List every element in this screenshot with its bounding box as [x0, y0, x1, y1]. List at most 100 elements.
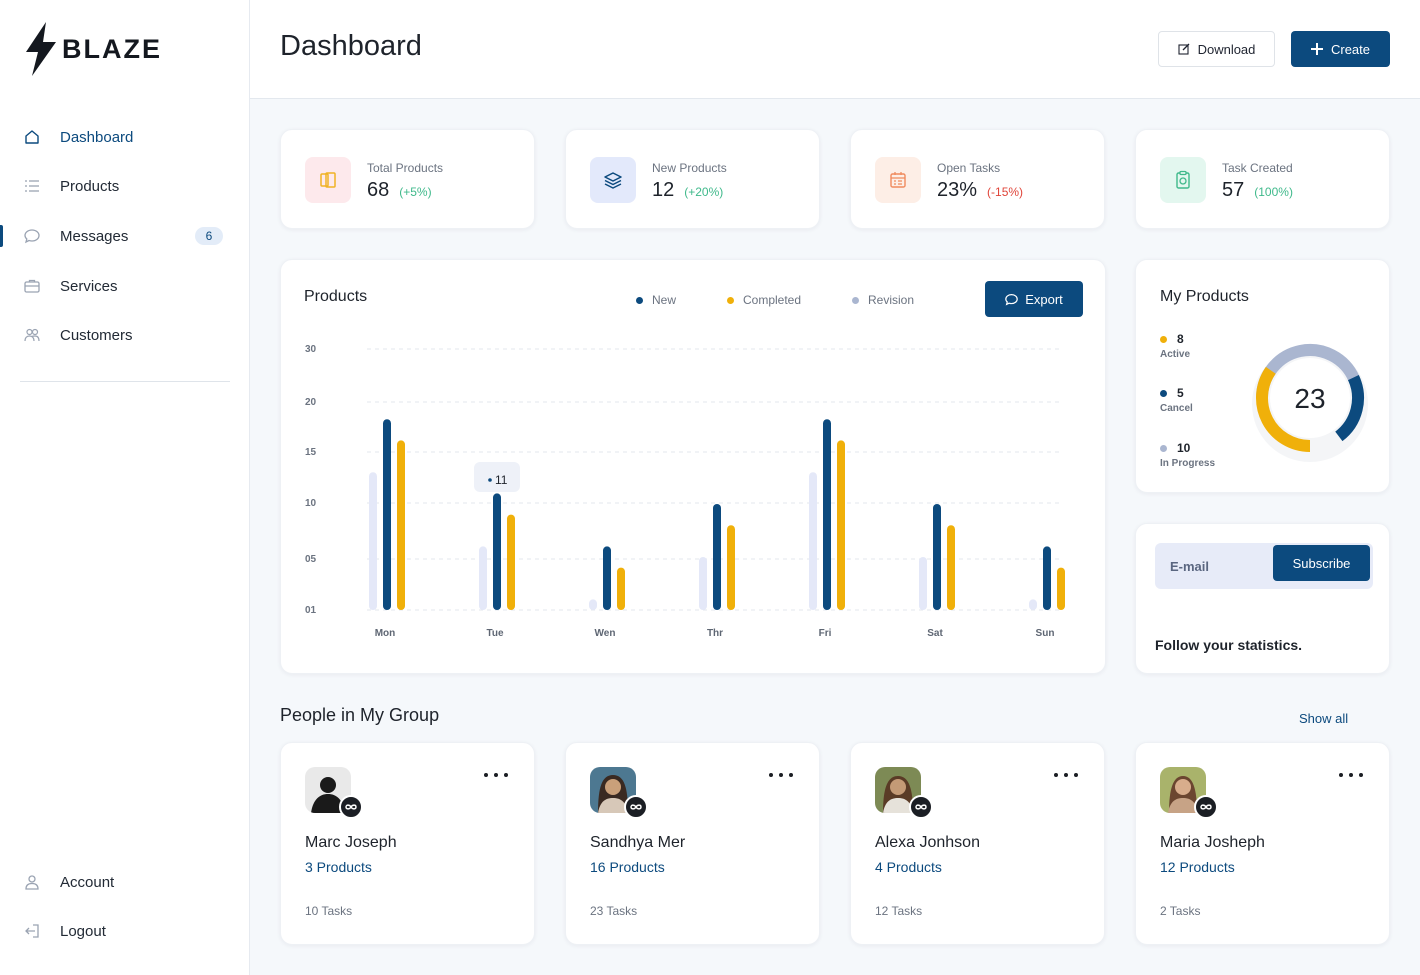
stat-number: 68 — [367, 179, 390, 201]
chat-icon — [1005, 293, 1019, 306]
stat-change: (+5%) — [399, 185, 432, 199]
more-options-icon[interactable] — [1339, 767, 1363, 783]
stat-value: 12 (+20%) — [652, 179, 723, 202]
bar-new — [493, 493, 501, 610]
subscribe-card: Subscribe Follow your statistics. — [1135, 523, 1390, 674]
person-products-link[interactable]: 12 Products — [1160, 859, 1235, 875]
y-tick-label: 15 — [305, 447, 317, 458]
create-button[interactable]: Create — [1291, 31, 1390, 67]
item-value: 8 — [1177, 332, 1184, 346]
x-tick-label: Fri — [819, 628, 832, 639]
brand-name: BLAZE — [62, 33, 162, 64]
bar-completed — [1057, 567, 1065, 610]
avatar[interactable] — [305, 767, 351, 813]
sidebar-item-products[interactable]: Products — [0, 166, 249, 206]
bar-revision — [1029, 599, 1037, 610]
subscribe-text: Follow your statistics. — [1155, 637, 1303, 653]
sidebar-divider — [20, 381, 230, 382]
export-label: Export — [1025, 291, 1063, 307]
bar-revision — [919, 557, 927, 610]
status-dot — [1160, 389, 1167, 397]
legend-revision: Revision — [852, 293, 914, 307]
stat-value: 57 (100%) — [1222, 179, 1293, 202]
export-button[interactable]: Export — [985, 281, 1083, 317]
item-label: Cancel — [1160, 403, 1193, 414]
donut-slice-cancel — [1335, 375, 1364, 442]
sidebar: BLAZE Dashboard Products Messages 6 Serv… — [0, 0, 250, 975]
bar-completed — [947, 525, 955, 610]
show-all-link[interactable]: Show all — [1299, 711, 1349, 726]
stat-number: 12 — [652, 179, 675, 201]
item-value: 10 — [1177, 441, 1191, 455]
bar-completed — [837, 440, 845, 610]
legend-dot — [636, 296, 643, 304]
bar-new — [933, 504, 941, 610]
email-field[interactable] — [1155, 543, 1270, 589]
clipboard-icon — [1160, 157, 1206, 203]
bar-revision — [699, 557, 707, 610]
tooltip-dot — [488, 478, 492, 482]
infinity-icon — [1194, 795, 1218, 819]
active-indicator — [0, 225, 3, 247]
person-name: Marc Joseph — [305, 834, 397, 851]
logout-icon — [24, 923, 40, 939]
sidebar-item-logout[interactable]: Logout — [0, 911, 249, 951]
bar-new — [603, 546, 611, 610]
person-tasks: 23 Tasks — [590, 904, 638, 918]
person-products-link[interactable]: 3 Products — [305, 859, 372, 875]
item-value: 5 — [1177, 386, 1184, 400]
person-name: Sandhya Mer — [590, 834, 686, 851]
y-tick-label: 20 — [305, 397, 317, 408]
stat-card-task-created: Task Created 57 (100%) — [1135, 129, 1390, 229]
person-products-link[interactable]: 16 Products — [590, 859, 665, 875]
infinity-icon — [624, 795, 648, 819]
subscribe-button[interactable]: Subscribe — [1273, 545, 1370, 581]
sidebar-item-messages[interactable]: Messages 6 — [0, 216, 249, 256]
my-products-card: My Products 8 Active 5 Cancel 10 In Prog… — [1135, 259, 1390, 493]
stat-label: Total Products — [367, 161, 444, 175]
edit-icon — [1178, 43, 1190, 55]
legend-new: New — [636, 293, 676, 307]
download-button[interactable]: Download — [1158, 31, 1275, 67]
stat-value: 68 (+5%) — [367, 179, 432, 202]
sidebar-item-label: Account — [60, 873, 115, 891]
sidebar-item-account[interactable]: Account — [0, 862, 249, 902]
person-card: Alexa Jonhson 4 Products 12 Tasks — [850, 742, 1105, 945]
more-options-icon[interactable] — [484, 767, 508, 783]
donut-chart: 23 — [1252, 344, 1368, 462]
person-name: Maria Josheph — [1160, 834, 1265, 851]
more-options-icon[interactable] — [769, 767, 793, 783]
download-label: Download — [1197, 41, 1256, 57]
messages-count-badge: 6 — [195, 227, 223, 245]
files-icon — [305, 157, 351, 203]
person-products-link[interactable]: 4 Products — [875, 859, 942, 875]
x-tick-label: Sat — [927, 628, 943, 639]
avatar[interactable] — [1160, 767, 1206, 813]
sidebar-item-label: Dashboard — [60, 128, 134, 146]
legend-dot — [727, 296, 734, 304]
avatar[interactable] — [875, 767, 921, 813]
sidebar-item-customers[interactable]: Customers — [0, 315, 249, 355]
my-products-item-in-progress: 10 In Progress — [1160, 441, 1215, 469]
people-section-title: People in My Group — [280, 705, 440, 725]
sidebar-item-dashboard[interactable]: Dashboard — [0, 117, 249, 157]
status-dot — [1160, 444, 1167, 452]
create-label: Create — [1330, 41, 1371, 57]
sidebar-item-label: Messages — [60, 227, 129, 245]
stat-change: (100%) — [1254, 185, 1293, 199]
donut-total: 23 — [1294, 383, 1325, 414]
sidebar-item-services[interactable]: Services — [0, 266, 249, 306]
person-tasks: 10 Tasks — [305, 904, 353, 918]
sidebar-item-label: Logout — [60, 922, 106, 940]
sidebar-item-label: Customers — [60, 326, 133, 344]
stat-card-new-products: New Products 12 (+20%) — [565, 129, 820, 229]
users-icon — [24, 327, 40, 343]
more-options-icon[interactable] — [1054, 767, 1078, 783]
brand-logo[interactable]: BLAZE — [24, 22, 162, 76]
bar-chart: 30 20 15 10 05 01 Mon Tue Wen Thr Fri Sat Sun 11 — [305, 344, 1065, 639]
y-tick-label: 10 — [305, 498, 317, 509]
stat-number: 57 — [1222, 179, 1245, 201]
stat-change: (-15%) — [987, 185, 1024, 199]
status-dot — [1160, 335, 1167, 343]
bar-completed — [617, 567, 625, 610]
